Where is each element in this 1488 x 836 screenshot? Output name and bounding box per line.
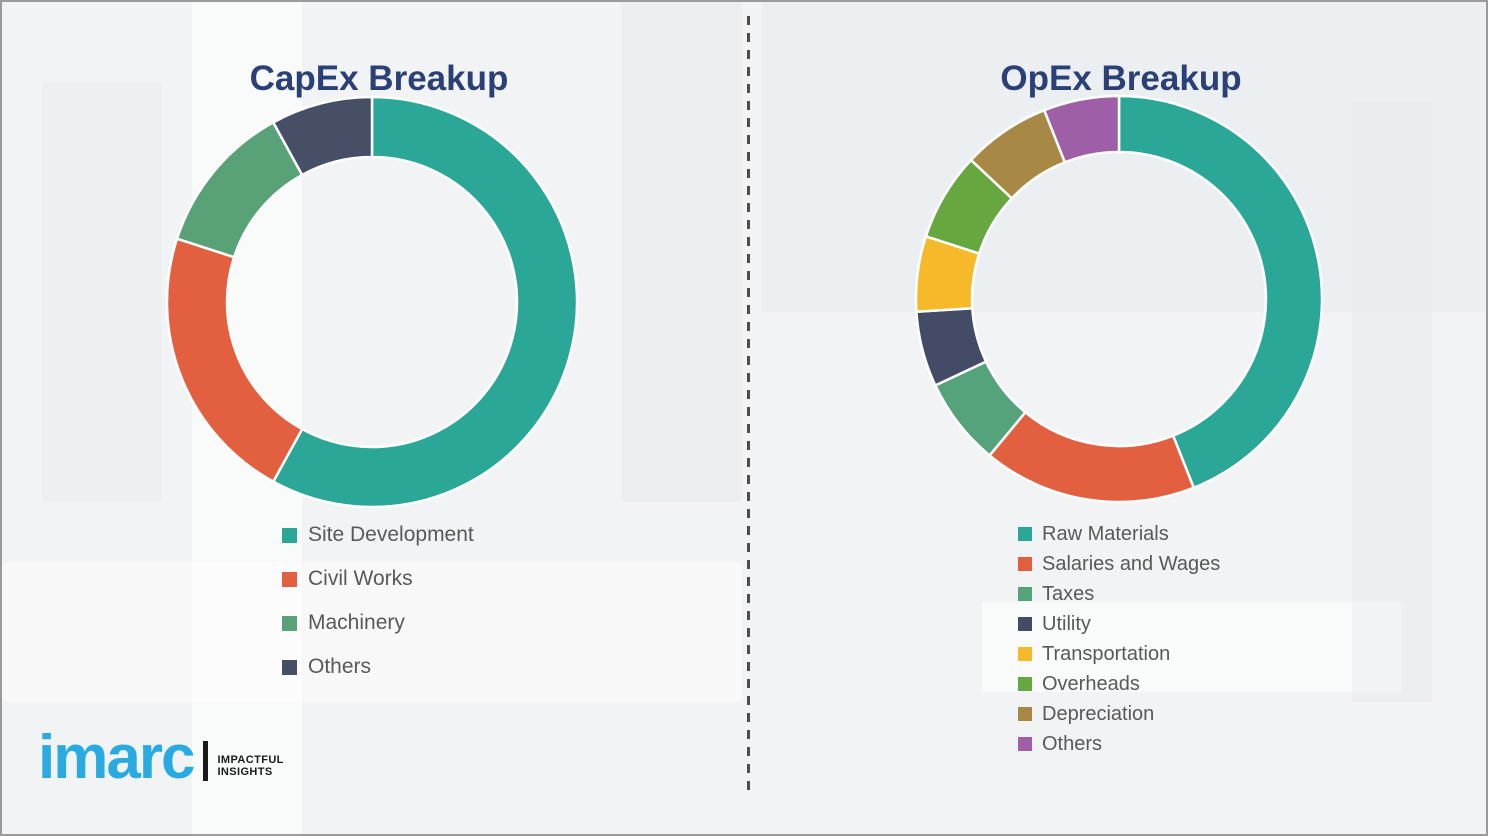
donut-segment-civil-works: [165, 237, 304, 483]
legend-item-overheads: Overheads: [1018, 669, 1220, 699]
legend-label: Site Development: [308, 523, 474, 546]
legend-swatch-icon: [282, 527, 297, 543]
logo-divider-bar-icon: [203, 740, 209, 781]
legend-item-raw-materials: Raw Materials: [1018, 519, 1220, 549]
legend-item-transportation: Transportation: [1018, 639, 1220, 669]
legend-label: Transportation: [1042, 642, 1171, 665]
donut-segment-salaries-and-wages: [988, 411, 1195, 504]
tagline-line-1: IMPACTFUL: [217, 753, 284, 766]
legend-item-site-development: Site Development: [282, 513, 474, 557]
legend-item-civil-works: Civil Works: [282, 557, 474, 601]
legend-item-taxes: Taxes: [1018, 579, 1220, 609]
imarc-wordmark: imarc: [38, 723, 195, 792]
legend-label: Salaries and Wages: [1042, 552, 1221, 575]
opex-donut-chart: [914, 94, 1324, 504]
legend-swatch-icon: [1018, 617, 1032, 631]
background-texture: [622, 2, 742, 502]
imarc-logo: imarc IMPACTFUL INSIGHTS: [38, 723, 284, 792]
legend-swatch-icon: [1018, 527, 1032, 541]
legend-label: Civil Works: [308, 567, 413, 590]
legend-label: Overheads: [1042, 672, 1140, 695]
background-texture: [1352, 102, 1432, 702]
capex-chart-title: CapEx Breakup: [249, 59, 509, 99]
background-texture: [42, 82, 162, 502]
legend-swatch-icon: [1018, 677, 1032, 691]
donut-segment-others: [271, 95, 374, 177]
divider-dashed-line: [747, 16, 750, 794]
opex-chart-title: OpEx Breakup: [1000, 59, 1242, 99]
opex-legend: Raw Materials Salaries and Wages Taxes Util…: [1018, 519, 1220, 759]
legend-item-machinery: Machinery: [282, 601, 474, 645]
capex-legend: Site Development Civil Works Machinery Othe…: [282, 513, 474, 689]
legend-label: Taxes: [1042, 582, 1095, 605]
tagline-line-2: INSIGHTS: [217, 766, 273, 779]
legend-item-salaries-and-wages: Salaries and Wages: [1018, 549, 1220, 579]
donut-segment-site-development: [271, 95, 579, 509]
legend-label: Others: [308, 655, 372, 678]
legend-label: Others: [1042, 732, 1103, 755]
donut-segment-raw-materials: [1117, 94, 1324, 489]
legend-swatch-icon: [1018, 707, 1032, 721]
legend-swatch-icon: [1018, 737, 1032, 751]
capex-donut-chart: [165, 95, 579, 509]
legend-label: Depreciation: [1042, 702, 1155, 725]
legend-swatch-icon: [282, 571, 297, 587]
legend-item-others: Others: [282, 645, 474, 689]
donut-segment-others: [1043, 94, 1121, 164]
legend-label: Utility: [1042, 612, 1091, 635]
imarc-tagline: IMPACTFUL INSIGHTS: [217, 754, 283, 784]
legend-swatch-icon: [282, 615, 297, 631]
legend-label: Raw Materials: [1042, 522, 1169, 545]
legend-swatch-icon: [1018, 587, 1032, 601]
legend-item-depreciation: Depreciation: [1018, 699, 1220, 729]
legend-swatch-icon: [282, 659, 297, 675]
legend-swatch-icon: [1018, 647, 1032, 661]
legend-item-others: Others: [1018, 729, 1220, 759]
legend-label: Machinery: [308, 611, 405, 634]
legend-item-utility: Utility: [1018, 609, 1220, 639]
legend-swatch-icon: [1018, 557, 1032, 571]
